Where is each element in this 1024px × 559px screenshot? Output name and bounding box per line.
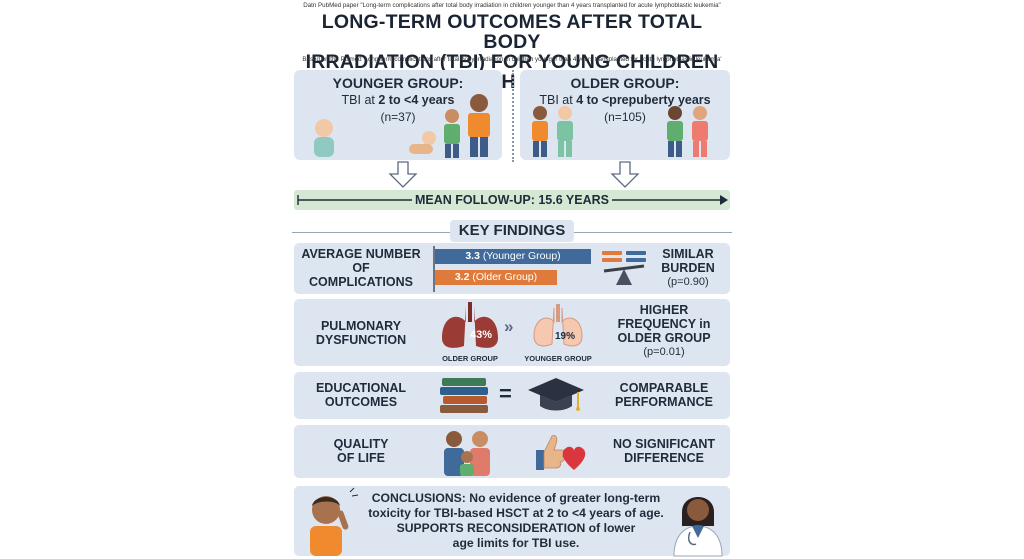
qol-label: QUALITY OF LIFE — [333, 437, 389, 465]
younger-group-tbi: TBI at 2 to <4 years — [341, 93, 455, 107]
qol-result: NO SIGNIFICANT DIFFERENCE — [612, 437, 716, 465]
child-icon — [310, 487, 359, 556]
child-icon — [692, 106, 708, 157]
child-icon — [468, 94, 490, 157]
lungs-icon — [442, 302, 498, 348]
group-divider — [512, 70, 514, 162]
lungs-icon — [533, 304, 583, 347]
education-row: EDUCATIONAL OUTCOMES = COMPARABLE PERFOR… — [294, 372, 730, 419]
older-group-caption: OLDER GROUP — [442, 354, 498, 363]
younger-pulmonary-pct: 19% — [555, 331, 576, 342]
conclusions-box: CONCLUSIONS: No evidence of greater long… — [294, 486, 730, 557]
younger-group-heading: YOUNGER GROUP: — [332, 75, 464, 91]
younger-group-n: (n=37) — [380, 110, 416, 124]
complications-label: AVERAGE NUMBER OF COMPLICATIONS — [301, 247, 421, 289]
older-children-illustration — [532, 106, 708, 157]
child-icon — [532, 106, 548, 157]
timeline-arrow — [297, 195, 728, 205]
child-icon — [557, 106, 573, 157]
conclusions-text: CONCLUSIONS: No evidence of greater long… — [368, 491, 664, 550]
chevrons-icon: » — [504, 317, 514, 336]
books-icon — [440, 378, 488, 413]
complications-row: AVERAGE NUMBER OF COMPLICATIONS 3.3 (You… — [294, 243, 730, 294]
qol-row: QUALITY OF LIFE NO SIGNIFICANT DIFFERENC… — [294, 425, 730, 478]
older-pulmonary-pct: 43% — [470, 329, 493, 341]
title-line-1: LONG-TERM OUTCOMES AFTER TOTAL BODY — [321, 11, 703, 53]
younger-group-caption: YOUNGER GROUP — [524, 354, 592, 363]
followup-text: MEAN FOLLOW-UP: 15.6 YEARS — [415, 193, 609, 207]
pulmonary-row: PULMONARY DYSFUNCTION 43% OLDER GROUP » … — [294, 299, 730, 366]
family-icon — [444, 431, 490, 476]
education-result: COMPARABLE PERFORMANCE — [615, 381, 713, 409]
pulmonary-result: HIGHER FREQUENCY in OLDER GROUP (p=0.01) — [617, 303, 711, 358]
pulmonary-label: PULMONARY DYSFUNCTION — [315, 319, 407, 347]
balance-scale-icon — [602, 251, 646, 285]
arrow-down-icon — [610, 161, 640, 188]
older-group-n: (n=105) — [604, 110, 646, 124]
child-icon — [444, 109, 460, 158]
complications-result: SIMILAR BURDEN (p=0.90) — [661, 247, 715, 288]
baby-icon — [409, 131, 436, 154]
source-note-top: Datn PubMed paper "Long-term complicatio… — [303, 2, 721, 9]
arrow-down-icon — [388, 161, 418, 188]
younger-group-card: YOUNGER GROUP: TBI at 2 to <4 years (n=3… — [294, 70, 502, 160]
baby-icon — [314, 119, 334, 157]
older-group-heading: OLDER GROUP: — [570, 75, 680, 91]
bar-axis — [433, 246, 435, 292]
education-label: EDUCATIONAL OUTCOMES — [315, 381, 407, 409]
source-note-bottom: Based on the Polmed 'Long-term complicat… — [302, 56, 722, 63]
younger-complications-bar: 3.3 (Younger Group) — [435, 249, 591, 264]
younger-children-illustration — [314, 94, 490, 158]
infographic: Datn PubMed paper "Long-term complicatio… — [292, 0, 732, 559]
graduation-cap-icon — [528, 378, 584, 411]
key-findings-heading: KEY FINDINGS — [450, 220, 574, 242]
doctor-icon — [673, 497, 723, 557]
older-group-card: OLDER GROUP: TBI at 4 to <prepuberty yea… — [520, 70, 730, 160]
older-group-tbi: TBI at 4 to <prepuberty years — [539, 93, 711, 107]
followup-bar: MEAN FOLLOW-UP: 15.6 YEARS — [294, 190, 730, 210]
child-icon — [667, 106, 683, 157]
equals-icon: = — [499, 381, 512, 406]
thumbs-up-heart-icon — [536, 435, 586, 470]
older-complications-bar: 3.2 (Older Group) — [435, 270, 557, 285]
